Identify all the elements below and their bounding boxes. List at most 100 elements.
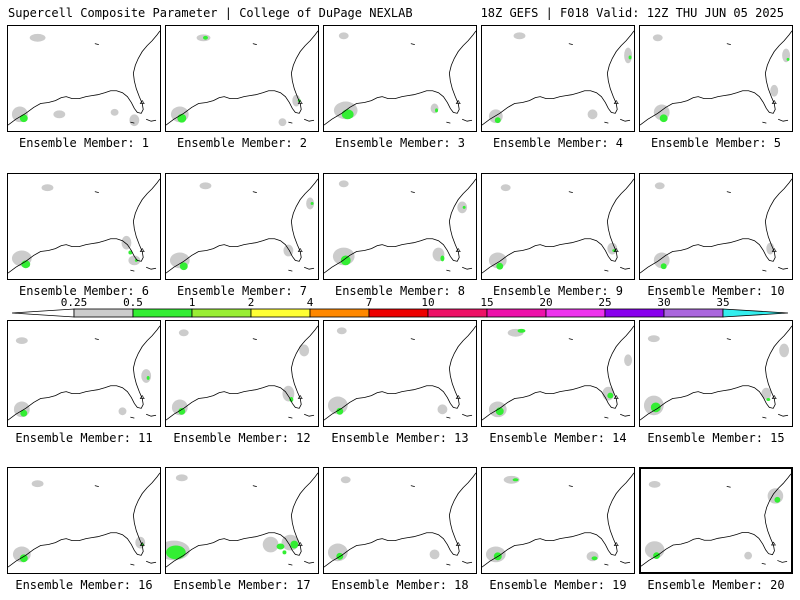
coast-detail	[446, 563, 451, 566]
coast-detail	[130, 416, 135, 419]
ensemble-member-label: Ensemble Member: 17	[173, 578, 311, 592]
scp-map	[166, 325, 318, 421]
coastline	[641, 473, 791, 567]
coast-detail	[304, 118, 315, 122]
colorbar-tick-label: 7	[365, 296, 373, 309]
colorbar-tick-label: 0.25	[60, 296, 88, 309]
coastline	[8, 30, 160, 126]
scp-contour-green	[591, 556, 598, 561]
scp-map	[641, 473, 791, 567]
ensemble-member-label: Ensemble Member: 3	[334, 136, 466, 150]
scp-contour-green	[128, 250, 133, 255]
coastline	[640, 178, 792, 274]
colorbar-tick-label: 35	[716, 296, 730, 309]
scp-contour-gray	[340, 476, 351, 484]
coastline	[8, 472, 160, 568]
scp-contour-gray	[262, 536, 279, 553]
scp-contour-gray	[299, 344, 310, 357]
city-marker	[297, 100, 303, 104]
scp-contour-green	[178, 407, 186, 415]
coastline	[324, 325, 476, 421]
coast-detail	[288, 121, 293, 124]
coast-detail	[146, 413, 157, 417]
scp-contour-gray	[654, 182, 665, 190]
scp-contour-green	[435, 108, 438, 113]
coast-detail	[462, 560, 473, 564]
coastline	[166, 472, 318, 568]
city-marker	[139, 248, 145, 252]
coastline	[640, 325, 792, 421]
scp-map	[8, 178, 160, 274]
scp-contour-green	[19, 114, 28, 123]
scp-contour-gray	[503, 475, 520, 484]
scp-contour-gray	[457, 201, 468, 214]
coastline	[324, 30, 476, 126]
ensemble-member-label: Ensemble Member: 6	[18, 284, 150, 298]
scp-contour-gray	[199, 182, 212, 190]
coast-detail	[462, 266, 473, 270]
scp-contour-gray	[624, 354, 633, 367]
scp-contour-gray	[336, 327, 347, 335]
scp-contour-green	[462, 205, 466, 209]
coast-detail	[568, 338, 573, 341]
scp-contour-gray	[770, 84, 779, 97]
scp-map	[640, 30, 792, 126]
ensemble-member-label: Ensemble Member: 9	[492, 284, 624, 298]
coast-detail	[252, 191, 257, 194]
coastline	[482, 178, 634, 274]
coast-detail	[130, 269, 135, 272]
coast-detail	[620, 266, 631, 270]
coast-detail	[762, 416, 767, 419]
coast-detail	[288, 416, 293, 419]
ensemble-member-label: Ensemble Member: 13	[331, 431, 469, 445]
ensemble-map-panel	[323, 467, 477, 574]
ensemble-map-panel	[7, 25, 161, 132]
ensemble-map-panel	[639, 25, 793, 132]
scp-contour-gray	[513, 32, 526, 40]
ensemble-map-panel	[481, 25, 635, 132]
ensemble-member-label: Ensemble Member: 10	[647, 284, 785, 298]
colorbar-tick-label: 10	[421, 296, 435, 309]
coast-detail	[604, 563, 609, 566]
colorbar-segment	[427, 308, 488, 318]
ensemble-map-panel	[165, 320, 319, 427]
scp-map	[640, 325, 792, 421]
colorbar-segment	[545, 308, 606, 318]
scp-contour-green	[179, 262, 188, 271]
coast-detail	[94, 43, 99, 46]
colorbar-tick-label: 20	[539, 296, 553, 309]
colorbar-legend: 0.25 0.5 1 2 4 7 10 15 20 25 30 35	[12, 296, 788, 321]
scp-map	[640, 178, 792, 274]
ensemble-map-panel	[481, 320, 635, 427]
colorbar-graphic	[12, 308, 788, 318]
city-marker	[455, 248, 461, 252]
scp-contour-gray	[129, 114, 140, 127]
coast-detail	[604, 121, 609, 124]
coast-detail	[726, 191, 731, 194]
ensemble-member-label: Ensemble Member: 8	[334, 284, 466, 298]
coast-detail	[288, 563, 293, 566]
colorbar-segment	[73, 308, 134, 318]
scp-contour-green	[517, 328, 526, 333]
coast-detail	[446, 121, 451, 124]
coastline	[482, 472, 634, 568]
coast-detail	[726, 43, 731, 46]
coastline	[8, 178, 160, 274]
colorbar-tick-label: 4	[306, 296, 314, 309]
colorbar-segment	[486, 308, 547, 318]
scp-contour-gray	[338, 32, 349, 40]
scp-contour-gray	[118, 407, 127, 416]
scp-map	[482, 325, 634, 421]
ensemble-member-label: Ensemble Member: 1	[18, 136, 150, 150]
scp-contour-gray	[141, 369, 152, 383]
scp-contour-green	[766, 398, 771, 401]
coast-detail	[304, 560, 315, 564]
ensemble-map-panel	[639, 173, 793, 280]
ensemble-member-label: Ensemble Member: 11	[15, 431, 153, 445]
scp-contour-gray	[110, 108, 119, 116]
scp-map	[166, 472, 318, 568]
coastline	[482, 30, 634, 126]
coast-detail	[620, 413, 631, 417]
coast-detail	[288, 269, 293, 272]
ensemble-member-label: Ensemble Member: 14	[489, 431, 627, 445]
